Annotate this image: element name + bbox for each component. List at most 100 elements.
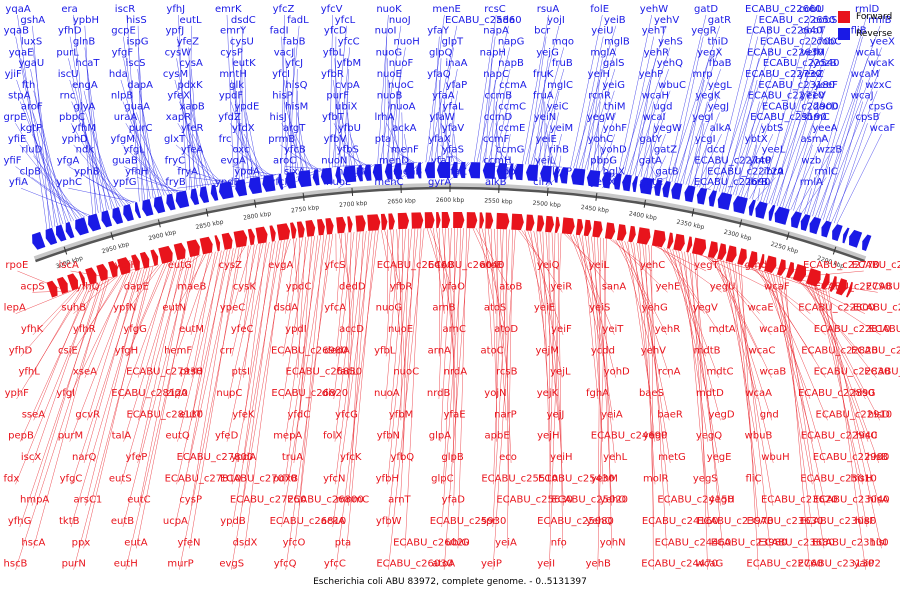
forward-gene-label: yejK [537,388,559,399]
reverse-gene-label: ypfJ [166,26,185,37]
reverse-gene-label: iscU [58,69,79,80]
reverse-gene-label: nuoB [377,91,403,102]
reverse-gene-label: purC [129,123,153,134]
reverse-gene-connector [735,101,760,196]
reverse-gene-label: purL [56,47,79,58]
reverse-gene-connector [545,123,551,167]
forward-gene-label: purN [62,559,86,570]
reverse-gene-label: nlpB [111,91,133,102]
reverse-gene-label: rsuA [537,4,560,15]
forward-gene-label: ECABU_c22800 [798,303,875,314]
tick-label: 2550 kbp [484,197,513,205]
reverse-gene-label: yfbL [323,47,345,58]
forward-gene-arrow [46,280,58,298]
forward-gene-label: arnC [443,324,466,335]
forward-gene-label: arsC1 [74,495,103,506]
reverse-gene-label: yeeV [800,91,825,102]
reverse-gene-arrow [768,204,776,221]
reverse-gene-arrow [404,162,415,179]
forward-gene-label: yegT [694,260,719,271]
reverse-gene-connector [332,79,347,167]
tick-label: 2850 kbp [195,219,224,232]
reverse-gene-connector [621,25,667,174]
reverse-gene-label: yeiL [535,156,556,167]
forward-gene-connector [294,234,331,549]
reverse-gene-label: wcaI [643,112,666,123]
forward-gene-connector [84,273,127,378]
reverse-gene-arrow [559,167,569,184]
reverse-gene-connector [140,133,170,195]
reverse-gene-connector [702,155,720,189]
forward-gene-label: narP [494,409,517,420]
forward-gene-label: ypdA [231,452,257,463]
reverse-gene-label: nuoL [326,177,351,188]
reverse-gene-label: yfaV [442,123,465,134]
forward-gene-connector [135,263,166,336]
forward-gene-connector [177,249,225,442]
forward-gene-label: purM [58,431,83,442]
forward-gene-connector [563,233,601,272]
reverse-gene-connector [632,69,669,176]
reverse-gene-label: wcaL [856,47,882,58]
reverse-gene-arrow [312,169,320,186]
reverse-gene-label: yfeR [181,123,204,134]
forward-gene-connector [696,254,708,570]
reverse-gene-connector [713,14,758,191]
forward-gene-connector [645,244,655,528]
forward-gene-label: ECABU_c26810 [270,516,347,527]
reverse-gene-connector [135,155,176,194]
reverse-gene-label: mglC [547,80,573,91]
forward-gene-label: eutB [111,516,134,527]
tick-label: 2900 kbp [148,229,177,243]
reverse-gene-connector [601,133,616,172]
forward-gene-label: hmpA [20,495,49,506]
reverse-gene-arrow [235,179,248,197]
forward-gene-label: ECABU_c26830 [286,367,363,378]
forward-gene-label: baeS [639,388,664,399]
forward-gene-label: pepB [8,431,34,442]
reverse-gene-connector [85,112,118,208]
reverse-gene-label: yfiE [8,134,27,145]
forward-gene-label: wcaB [760,367,787,378]
reverse-gene-arrow [526,164,539,182]
forward-gene-label: yfeD [215,431,239,442]
reverse-gene-connector [539,79,546,166]
reverse-gene-connector [599,144,605,172]
map-caption: Escherichia coli ABU 83972, complete gen… [313,577,587,587]
reverse-gene-label: yegR [691,26,716,37]
forward-gene-label: hscA [21,537,45,548]
reverse-gene-connector [665,14,707,182]
forward-gene-arrow [96,263,108,282]
reverse-gene-label: iscR [115,4,135,15]
reverse-gene-label: ECABU_c22720 [707,166,784,177]
forward-gene-label: ECABU_c27250 [230,495,307,506]
reverse-gene-label: fadI [270,26,289,37]
forward-gene-label: yfhQ [76,281,100,292]
reverse-gene-connector [443,101,449,163]
reverse-gene-connector [640,101,654,177]
forward-gene-label: atoA [432,559,455,570]
forward-gene-label: dsdX [233,537,258,548]
reverse-gene-label: aroF [21,101,43,112]
forward-gene-label: yegP [643,431,667,442]
forward-gene-connector [139,257,189,506]
forward-gene-label: yeiI [537,559,555,570]
legend-label-reverse: Reverse [856,28,893,39]
reverse-gene-label: ECABU_c22630 [747,47,824,58]
forward-gene-label: yfgI [56,388,75,399]
forward-gene-connector [190,252,210,336]
reverse-gene-connector [124,187,184,192]
reverse-gene-label: ybtP [749,156,771,167]
reverse-gene-connector [125,123,168,195]
forward-gene-label: ECABU_c28120 [111,388,188,399]
reverse-gene-connector [285,166,321,169]
forward-gene-label: yfbW [376,516,402,527]
forward-gene-connector [19,280,104,528]
reverse-gene-label: cpsB [856,112,880,123]
reverse-gene-connector [388,101,401,164]
forward-gene-label: yfdC [287,409,310,420]
reverse-gene-label: yfaP [446,80,468,91]
forward-gene-label: cysP [179,495,202,506]
reverse-gene-connector [787,123,814,210]
reverse-gene-label: stpA [8,91,30,102]
